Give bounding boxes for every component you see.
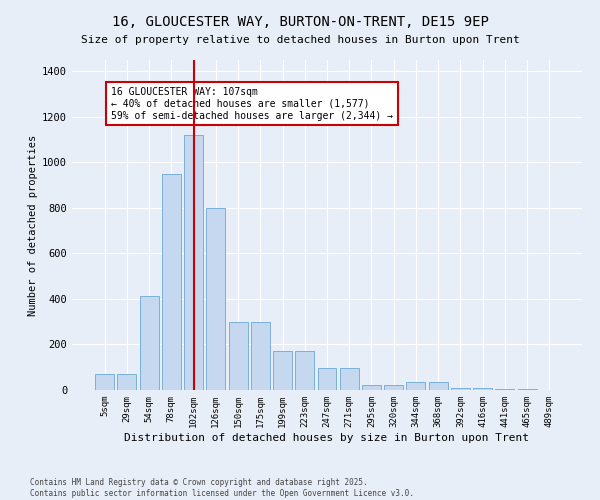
Y-axis label: Number of detached properties: Number of detached properties [28,134,38,316]
X-axis label: Distribution of detached houses by size in Burton upon Trent: Distribution of detached houses by size … [125,432,530,442]
Bar [340,368,359,390]
Text: 16 GLOUCESTER WAY: 107sqm
← 40% of detached houses are smaller (1,577)
59% of se: 16 GLOUCESTER WAY: 107sqm ← 40% of detac… [112,88,394,120]
Text: Contains HM Land Registry data © Crown copyright and database right 2025.
Contai: Contains HM Land Registry data © Crown c… [30,478,414,498]
Bar [518,389,536,390]
Bar [229,322,248,390]
Bar [206,208,225,390]
Bar [317,368,337,390]
Bar [295,352,314,390]
Bar [406,382,425,390]
Text: Size of property relative to detached houses in Burton upon Trent: Size of property relative to detached ho… [80,35,520,45]
Bar [473,388,492,390]
Bar [384,385,403,390]
Bar [95,374,114,390]
Bar [496,389,514,390]
Text: 16, GLOUCESTER WAY, BURTON-ON-TRENT, DE15 9EP: 16, GLOUCESTER WAY, BURTON-ON-TRENT, DE1… [112,15,488,29]
Bar [140,296,158,390]
Bar [162,174,181,390]
Bar [184,135,203,390]
Bar [251,322,270,390]
Bar [118,374,136,390]
Bar [451,388,470,390]
Bar [362,385,381,390]
Bar [429,382,448,390]
Bar [273,352,292,390]
